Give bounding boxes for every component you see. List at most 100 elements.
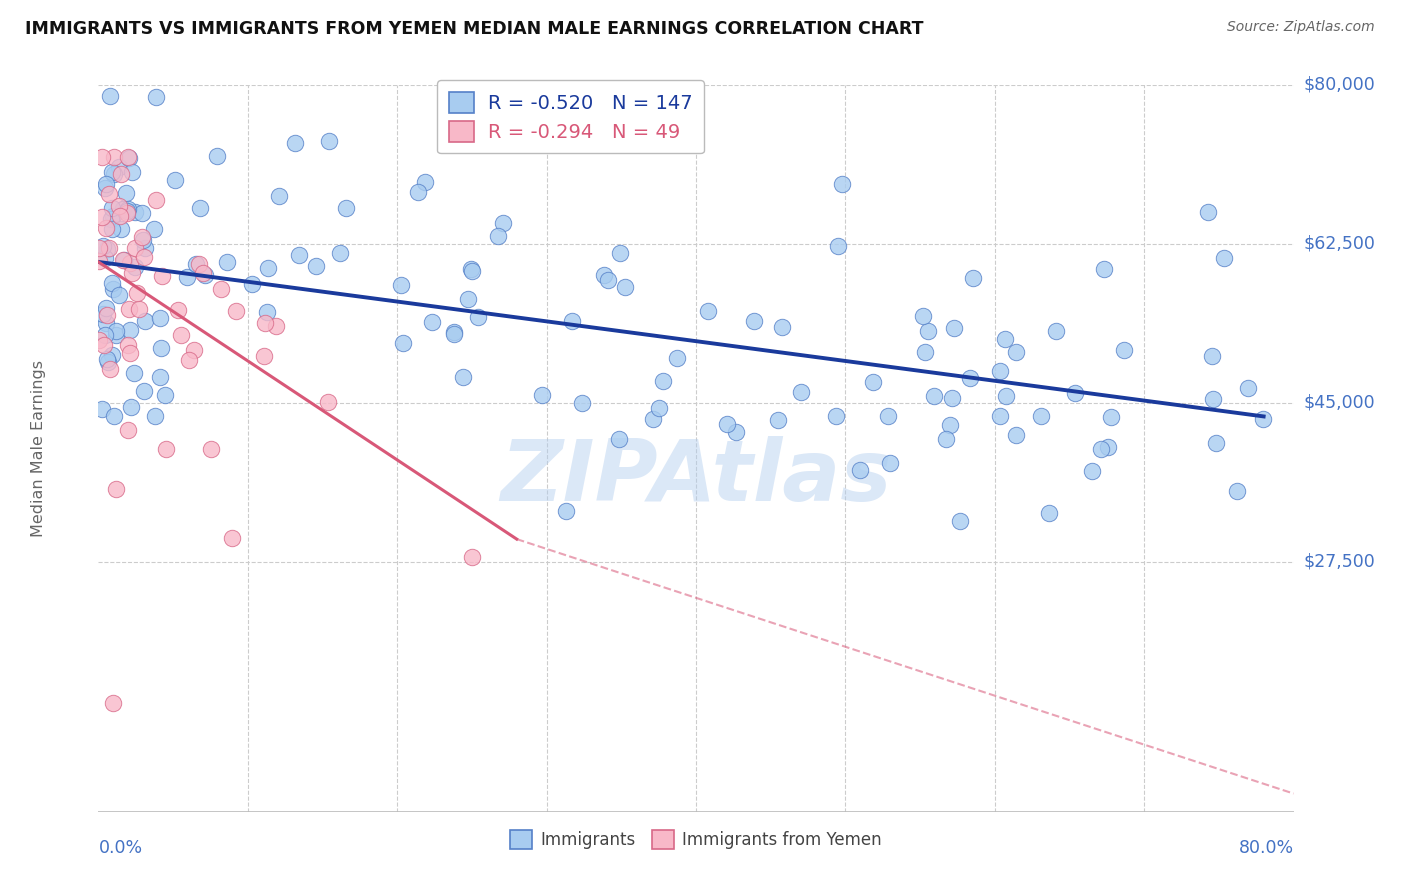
Point <box>120 256 142 270</box>
Point <box>1099 409 1122 424</box>
Point <box>112 202 135 217</box>
Text: Source: ZipAtlas.com: Source: ZipAtlas.com <box>1227 20 1375 34</box>
Text: $80,000: $80,000 <box>1303 76 1375 94</box>
Point <box>609 246 631 260</box>
Point <box>108 209 131 223</box>
Point <box>103 167 125 181</box>
Point <box>124 260 146 275</box>
Point <box>108 199 131 213</box>
Point <box>93 308 115 322</box>
Point <box>120 401 142 415</box>
Point <box>935 433 957 447</box>
Point <box>134 241 156 255</box>
Point <box>318 134 340 148</box>
Point <box>1004 428 1026 442</box>
Point <box>457 293 479 307</box>
Point <box>118 346 141 360</box>
Point <box>93 338 115 352</box>
Point <box>665 351 688 365</box>
Point <box>607 433 630 447</box>
Point <box>254 316 277 330</box>
Point <box>167 302 190 317</box>
Point <box>97 187 120 202</box>
Point <box>1097 440 1119 454</box>
Point <box>155 387 177 401</box>
Point <box>460 262 482 277</box>
Point <box>1237 381 1260 395</box>
Point <box>96 352 118 367</box>
Point <box>103 409 125 423</box>
Point <box>117 338 139 352</box>
Point <box>165 173 187 187</box>
Point <box>112 202 135 216</box>
Point <box>121 266 143 280</box>
Point <box>149 370 172 384</box>
Point <box>648 401 671 416</box>
Point <box>117 150 139 164</box>
Point <box>115 203 138 218</box>
Point <box>1045 324 1067 338</box>
Point <box>101 222 124 236</box>
Point <box>108 287 131 301</box>
Point <box>561 313 583 327</box>
Point <box>112 253 135 268</box>
Point <box>110 222 132 236</box>
Point <box>641 412 664 426</box>
Point <box>124 204 146 219</box>
Point <box>941 391 963 405</box>
Text: IMMIGRANTS VS IMMIGRANTS FROM YEMEN MEDIAN MALE EARNINGS CORRELATION CHART: IMMIGRANTS VS IMMIGRANTS FROM YEMEN MEDI… <box>25 20 924 37</box>
Point <box>287 248 309 262</box>
Text: $62,500: $62,500 <box>1303 235 1375 252</box>
Point <box>177 353 200 368</box>
Point <box>613 280 636 294</box>
Point <box>486 229 509 244</box>
Point <box>467 310 489 324</box>
Legend: Immigrants, Immigrants from Yemen: Immigrants, Immigrants from Yemen <box>503 823 889 855</box>
Point <box>90 150 112 164</box>
Point <box>186 257 208 271</box>
Point <box>134 314 156 328</box>
Point <box>104 327 127 342</box>
Point <box>96 308 118 322</box>
Text: ZIPAtlas: ZIPAtlas <box>501 436 891 519</box>
Point <box>1112 343 1135 357</box>
Point <box>862 375 884 389</box>
Point <box>917 324 939 338</box>
Point <box>190 201 212 215</box>
Point <box>988 364 1011 378</box>
Point <box>145 193 167 207</box>
Point <box>101 209 124 223</box>
Point <box>1092 262 1115 277</box>
Point <box>117 151 139 165</box>
Point <box>1064 385 1087 400</box>
Point <box>96 242 118 256</box>
Point <box>742 314 765 328</box>
Point <box>97 355 120 369</box>
Point <box>849 463 872 477</box>
Point <box>191 266 214 280</box>
Point <box>770 320 793 334</box>
Point <box>877 409 900 423</box>
Point <box>554 504 576 518</box>
Point <box>91 239 114 253</box>
Point <box>697 304 720 318</box>
Point <box>716 417 738 431</box>
Point <box>131 206 153 220</box>
Point <box>571 396 593 410</box>
Point <box>790 385 813 400</box>
Text: 80.0%: 80.0% <box>1239 839 1294 857</box>
Point <box>389 277 412 292</box>
Point <box>766 413 789 427</box>
Point <box>101 201 124 215</box>
Point <box>1251 412 1274 426</box>
Point <box>155 442 177 457</box>
Point <box>100 165 122 179</box>
Point <box>117 202 139 216</box>
Point <box>98 88 121 103</box>
Point <box>256 305 278 319</box>
Point <box>995 389 1018 403</box>
Point <box>724 425 747 440</box>
Point <box>962 270 984 285</box>
Point <box>938 417 960 432</box>
Point <box>912 309 935 323</box>
